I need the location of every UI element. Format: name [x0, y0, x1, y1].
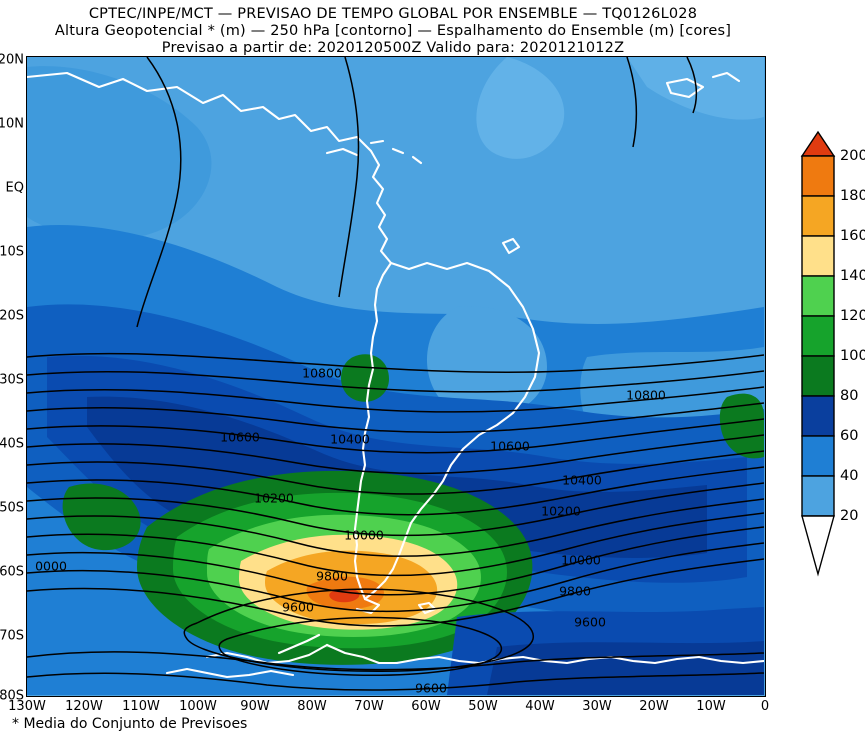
y-tick-label: 50S — [0, 500, 24, 516]
contour-label: 10000 — [344, 527, 384, 543]
x-tick-label: 20W — [639, 699, 669, 714]
contour-label: 9600 — [282, 599, 314, 615]
x-tick-label: 50W — [468, 699, 498, 714]
chart-title-line1: CPTEC/INPE/MCT — PREVISAO DE TEMPO GLOBA… — [88, 6, 698, 22]
contour-label: 10600 — [220, 429, 260, 445]
colorbar-tick-label: 200 — [840, 148, 865, 164]
contour-label: 10400 — [330, 431, 370, 447]
contour-label: 10400 — [562, 472, 602, 488]
contour-label: 10000 — [561, 552, 601, 568]
x-tick-label: 80W — [297, 699, 327, 714]
colorbar-tick-label: 40 — [840, 468, 859, 484]
x-tick-label: 70W — [354, 699, 384, 714]
contour-label: 9600 — [574, 614, 606, 630]
contour-label: 9800 — [559, 583, 591, 599]
x-tick-label: 40W — [525, 699, 555, 714]
y-tick-label: 20N — [0, 52, 24, 68]
y-tick-label: 30S — [0, 372, 24, 388]
y-tick-label: 80S — [0, 688, 24, 704]
contour-label: 10200 — [254, 490, 294, 506]
contour-label: 9600 — [415, 680, 447, 696]
colorbar-tick-label: 80 — [840, 388, 859, 404]
chart-title-line2: Altura Geopotencial * (m) — 250 hPa [con… — [54, 23, 732, 39]
y-tick-label: 40S — [0, 436, 24, 452]
y-tick-label: 10N — [0, 116, 24, 132]
x-tick-label: 130W — [8, 699, 46, 714]
colorbar-tick-label: 60 — [840, 428, 859, 444]
x-tick-label: 0 — [760, 699, 770, 714]
x-tick-label: 110W — [122, 699, 160, 714]
x-tick-label: 60W — [411, 699, 441, 714]
map-canvas — [27, 57, 764, 695]
y-tick-label: EQ — [5, 180, 24, 196]
colorbar-canvas — [800, 130, 836, 577]
contour-label: 10800 — [302, 365, 342, 381]
x-tick-label: 120W — [65, 699, 103, 714]
x-tick-label: 30W — [582, 699, 612, 714]
colorbar-tick-label: 20 — [840, 508, 859, 524]
y-tick-label: 20S — [0, 308, 24, 324]
contour-label: 0000 — [35, 558, 67, 574]
contour-label: 10600 — [490, 438, 530, 454]
colorbar-tick-label: 120 — [840, 308, 865, 324]
contour-label: 10800 — [626, 387, 666, 403]
contour-label: 10200 — [541, 503, 581, 519]
colorbar-tick-label: 140 — [840, 268, 865, 284]
y-tick-label: 10S — [0, 244, 24, 260]
colorbar[interactable]: 200 180 160 140 120 100 80 60 40 20 — [800, 130, 865, 600]
x-tick-label: 10W — [696, 699, 726, 714]
colorbar-tick-label: 180 — [840, 188, 865, 204]
chart-title-line3: Previsao a partir de: 2020120500Z Valido… — [161, 40, 625, 56]
x-tick-label: 100W — [179, 699, 217, 714]
y-tick-label: 70S — [0, 628, 24, 644]
footnote: * Media do Conjunto de Previsoes — [12, 716, 248, 732]
x-tick-label: 90W — [240, 699, 270, 714]
colorbar-tick-label: 160 — [840, 228, 865, 244]
y-tick-label: 60S — [0, 564, 24, 580]
title-block: CPTEC/INPE/MCT — PREVISAO DE TEMPO GLOBA… — [0, 0, 786, 56]
contour-label: 9800 — [316, 568, 348, 584]
map-panel[interactable]: 10800 10800 10600 10400 10600 10200 1040… — [26, 56, 766, 697]
colorbar-tick-label: 100 — [840, 348, 865, 364]
